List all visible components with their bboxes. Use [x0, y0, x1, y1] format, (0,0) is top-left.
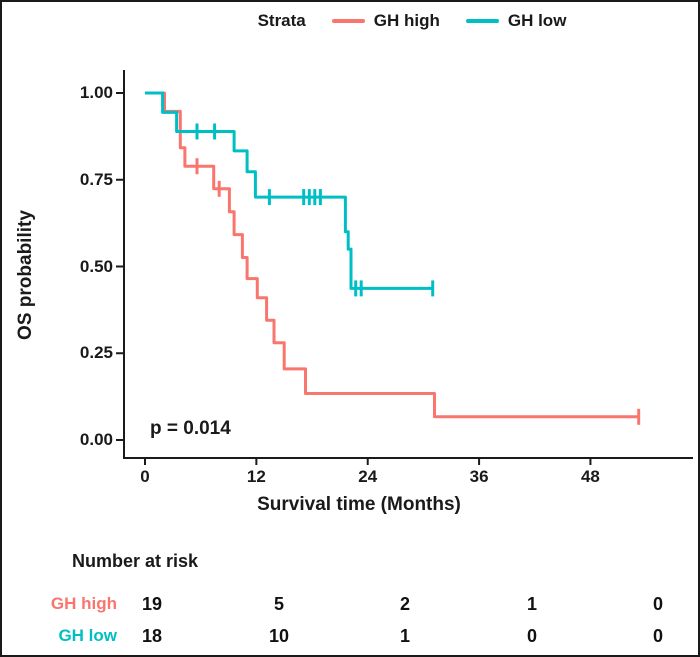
risk-value: 5: [273, 594, 284, 614]
risk-value: 0: [652, 594, 663, 614]
risk-row-label-gh-low: GH low: [58, 626, 117, 645]
x-axis-title: Survival time (Months): [257, 494, 461, 515]
risk-value: 2: [399, 594, 410, 614]
legend-label-gh-high: GH high: [373, 11, 440, 30]
y-tick-label: 1.00: [79, 83, 113, 102]
x-tick-label: 36: [469, 467, 489, 486]
legend-label-gh-low: GH low: [507, 11, 567, 30]
risk-row-label-gh-high: GH high: [50, 594, 117, 613]
x-tick-label: 0: [140, 467, 150, 486]
survival-curve-gh-low: [145, 91, 433, 290]
risk-value: 19: [141, 594, 163, 614]
y-tick-label: 0.00: [79, 430, 113, 449]
risk-value: 0: [652, 626, 663, 646]
x-tick-label: 12: [246, 467, 266, 486]
x-tick-label: 24: [358, 467, 378, 486]
gh-low-line-swatch: [465, 19, 499, 23]
risk-value: 18: [141, 626, 163, 646]
p-value-annotation: p = 0.014: [150, 418, 231, 439]
gh-high-line-swatch: [331, 19, 365, 23]
risk-value: 10: [268, 626, 290, 646]
risk-value: 1: [399, 626, 410, 646]
legend-title: Strata: [257, 11, 306, 30]
legend-item-gh-low[interactable]: GH low: [465, 11, 567, 31]
legend: Strata GH high GH low: [122, 8, 698, 34]
risk-value: 1: [526, 594, 537, 614]
y-tick-label: 0.75: [79, 169, 113, 189]
risk-table-title: Number at risk: [72, 551, 199, 571]
risk-value: 0: [526, 626, 537, 646]
y-tick-label: 0.50: [79, 256, 113, 276]
survival-curve-gh-high: [145, 91, 639, 419]
y-tick-label: 0.25: [79, 343, 113, 363]
x-tick-label: 48: [580, 467, 600, 486]
legend-item-gh-high[interactable]: GH high: [331, 11, 440, 31]
